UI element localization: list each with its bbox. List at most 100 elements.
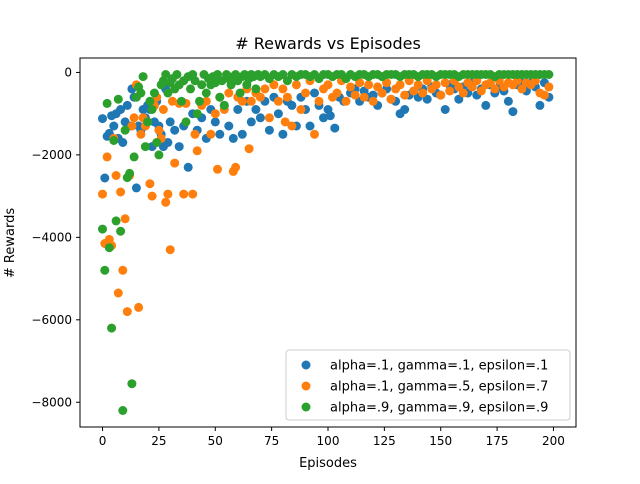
data-point [167,96,177,106]
data-point [296,105,306,114]
legend-marker [301,381,311,391]
data-point [319,113,328,123]
data-point [454,94,464,104]
data-point [467,82,477,92]
data-point [107,323,117,333]
data-point [213,164,222,174]
data-point [149,88,159,98]
x-tick-label: 175 [486,434,509,448]
data-point [237,129,247,139]
data-point [413,80,423,90]
x-tick-label: 200 [542,434,565,448]
data-point [273,109,283,119]
data-point [282,92,292,102]
data-point [440,105,450,114]
data-point [136,88,146,98]
data-point [215,129,225,139]
data-point [140,142,150,152]
data-point [129,113,139,123]
data-point [251,105,261,114]
data-point [154,125,164,135]
data-point [154,150,164,160]
data-point [544,82,554,92]
data-point [244,144,254,154]
data-point [400,105,410,114]
x-axis-label: Episodes [299,456,357,471]
data-point [161,197,171,207]
data-point [246,96,256,106]
data-point [120,125,130,135]
data-point [323,80,333,90]
series-3 [98,70,554,415]
y-tick-label: 0 [64,65,72,79]
data-point [134,302,144,312]
data-point [109,136,119,145]
data-point [255,113,265,123]
data-point [145,96,155,106]
data-point [201,96,211,106]
data-point [215,92,225,102]
chart-title: # Rewards vs Episodes [235,34,421,53]
data-point [100,265,110,275]
data-point [445,86,455,96]
data-point [246,117,256,127]
data-point [210,109,220,119]
data-point [273,96,283,106]
data-point [282,76,292,86]
data-point [125,168,135,178]
legend-box [285,349,571,421]
data-point [368,96,378,106]
y-tick-label: −6000 [31,313,72,327]
x-tick-label: 75 [264,434,279,448]
data-point [190,76,200,86]
data-point [224,121,234,131]
data-point [186,84,195,94]
data-point [219,100,229,110]
data-point [161,70,171,79]
data-point [231,162,241,172]
y-tick-label: −4000 [31,230,72,244]
data-point [201,88,211,98]
data-point [102,152,112,162]
x-axis: 0 25 50 75 100 125 150 175 200 [99,427,565,448]
data-point [98,114,107,124]
x-tick-label: 25 [151,434,166,448]
data-point [179,189,189,199]
data-point [190,129,200,139]
data-point [310,88,319,98]
data-point [332,88,342,98]
data-point [305,121,315,131]
data-point [490,84,500,94]
data-point [104,243,114,253]
data-point [269,80,279,90]
data-point [118,138,128,147]
x-tick-label: 150 [429,434,452,448]
data-point [314,96,324,106]
y-axis-label: # Rewards [3,208,18,278]
data-point [325,111,335,121]
legend-label: alpha=.1, gamma=.1, epsilon=.1 [330,359,548,374]
data-point [431,80,441,90]
data-point [535,100,545,110]
data-point [116,226,126,236]
data-point [418,88,428,98]
data-point [127,379,137,389]
data-point [109,121,119,131]
data-point [206,129,216,139]
data-point [228,133,238,143]
data-point [530,76,540,86]
data-point [508,107,518,117]
data-point [291,80,301,90]
data-point [264,113,274,123]
legend: alpha=.1, gamma=.1, epsilon=.1 alpha=.1, … [285,349,571,421]
data-point [481,100,491,110]
data-point [226,80,236,90]
data-point [183,162,193,172]
data-point [192,146,202,156]
data-point [422,94,432,104]
data-point [197,80,207,90]
y-axis: −8000 −6000 −4000 −2000 0 [31,65,80,409]
data-point [287,121,297,131]
